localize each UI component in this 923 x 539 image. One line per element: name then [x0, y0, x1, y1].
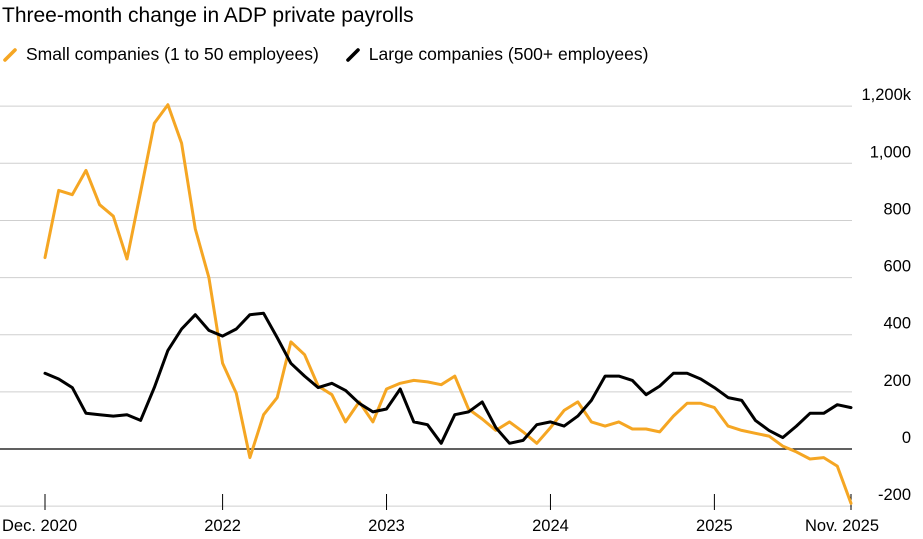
legend-swatch-small-companies — [3, 47, 17, 62]
x-tick-label: 2024 — [532, 517, 569, 535]
series-line-large-companies — [43, 311, 853, 445]
y-tick-label: 1,200k — [861, 86, 911, 104]
x-axis-ticks: Dec. 2020 2022 2023 2024 2025 Nov. 2025 — [2, 494, 879, 535]
x-tick-label: Nov. 2025 — [805, 517, 879, 535]
legend-label-large-companies: Large companies (500+ employees) — [368, 44, 649, 64]
y-tick-label: -200 — [878, 486, 911, 504]
y-tick-label: 800 — [883, 200, 911, 218]
legend-item-small-companies: Small companies (1 to 50 employees) — [2, 44, 319, 65]
y-tick-label: 600 — [883, 258, 911, 276]
y-tick-label: 400 — [883, 315, 911, 333]
chart-legend: Small companies (1 to 50 employees) Larg… — [2, 44, 674, 65]
x-tick-label: 2023 — [368, 517, 405, 535]
x-tick-label: 2022 — [204, 517, 241, 535]
gridlines — [0, 105, 852, 507]
series-line-small-companies — [43, 103, 853, 505]
x-tick-label: Dec. 2020 — [2, 517, 77, 535]
y-axis-ticks: -200 0 200 400 600 800 1,000 1,200k — [861, 86, 911, 504]
y-tick-label: 200 — [883, 372, 911, 390]
x-tick-label: 2025 — [696, 517, 733, 535]
legend-swatch-large-companies — [345, 47, 360, 62]
chart-title: Three-month change in ADP private payrol… — [2, 4, 414, 27]
y-tick-label: 1,000 — [870, 143, 911, 161]
legend-item-large-companies: Large companies (500+ employees) — [345, 44, 649, 65]
legend-label-small-companies: Small companies (1 to 50 employees) — [26, 44, 319, 64]
y-tick-label: 0 — [902, 429, 911, 447]
series-lines — [43, 103, 853, 505]
